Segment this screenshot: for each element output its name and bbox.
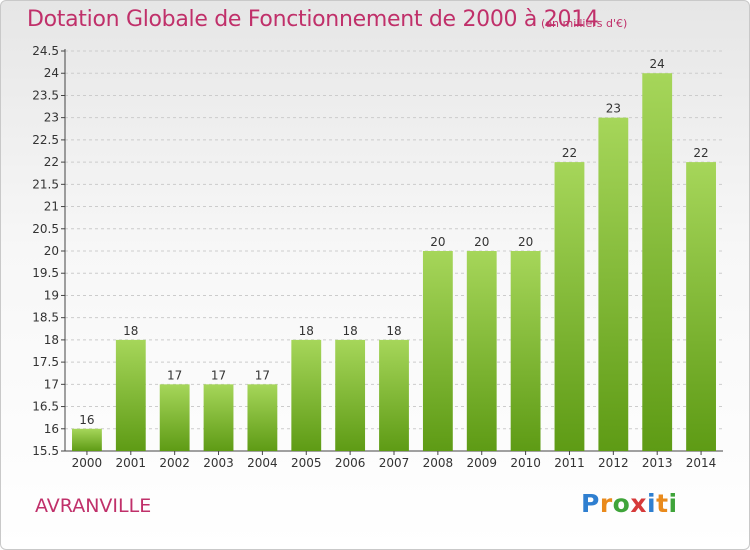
bar (291, 339, 322, 451)
proxiti-logo[interactable]: Proxiti (581, 489, 678, 518)
chart-title: Dotation Globale de Fonctionnement de 20… (27, 7, 599, 32)
y-tick-label: 23.5 (32, 88, 59, 102)
bar-value-label: 20 (430, 235, 445, 249)
logo-letter: i (668, 489, 678, 518)
bar-value-label: 22 (693, 146, 708, 160)
labels: 15.5 16 16.5 17 17.5 18 18.5 19 19.5 20 20.5 21 21.5… (32, 44, 716, 470)
y-tick-label: 17.5 (32, 355, 59, 369)
bar-value-label: 20 (474, 235, 489, 249)
x-tick-label: 2009 (466, 456, 497, 470)
bar (379, 339, 409, 451)
bar-value-label: 17 (255, 368, 270, 382)
y-tick-label: 17 (44, 377, 59, 391)
y-tick-label: 20.5 (32, 222, 59, 236)
y-tick-label: 21 (44, 200, 59, 214)
bar (466, 251, 497, 451)
x-tick-label: 2004 (247, 456, 278, 470)
y-tick-label: 19 (44, 288, 59, 302)
bar (422, 251, 453, 451)
logo-letter: o (612, 489, 631, 518)
y-tick-label: 20 (44, 244, 59, 258)
bar (247, 384, 278, 451)
bar-value-label: 22 (562, 146, 577, 160)
bar-value-label: 18 (299, 324, 314, 338)
bar-value-label: 23 (606, 102, 621, 116)
x-tick-label: 2010 (510, 456, 541, 470)
bar-value-label: 18 (342, 324, 357, 338)
bar (686, 162, 716, 451)
bar (554, 162, 585, 451)
bar (159, 384, 190, 451)
bar (335, 339, 366, 451)
logo-letter: i (647, 489, 657, 518)
bar-value-label: 17 (167, 368, 182, 382)
x-tick-label: 2005 (291, 456, 322, 470)
bar (72, 428, 102, 451)
bar-value-label: 17 (211, 368, 226, 382)
x-tick-label: 2000 (72, 456, 103, 470)
x-tick-label: 2007 (379, 456, 410, 470)
bar (642, 73, 673, 451)
x-tick-label: 2003 (203, 456, 234, 470)
y-tick-label: 16 (44, 422, 59, 436)
x-tick-label: 2006 (335, 456, 366, 470)
bars (72, 73, 716, 452)
y-tick-label: 19.5 (32, 266, 59, 280)
y-tick-label: 24 (44, 66, 59, 80)
bar (598, 117, 629, 452)
logo-letter: x (630, 489, 647, 518)
y-tick-label: 15.5 (32, 444, 59, 458)
y-tick-label: 18 (44, 333, 59, 347)
x-tick-label: 2002 (159, 456, 190, 470)
bar-value-label: 20 (518, 235, 533, 249)
x-tick-label: 2014 (686, 456, 717, 470)
logo-letter: P (581, 489, 600, 518)
y-tick-label: 24.5 (32, 44, 59, 58)
x-tick-label: 2001 (116, 456, 147, 470)
bar (510, 251, 541, 451)
y-tick-label: 22 (44, 155, 59, 169)
y-tick-label: 22.5 (32, 133, 59, 147)
logo-letter: r (599, 489, 613, 518)
y-tick-label: 21.5 (32, 177, 59, 191)
bar-value-label: 16 (79, 413, 94, 427)
bar-value-label: 18 (123, 324, 138, 338)
x-tick-label: 2011 (554, 456, 585, 470)
y-tick-label: 16.5 (32, 400, 59, 414)
y-tick-label: 23 (44, 111, 59, 125)
logo-letter: t (656, 489, 669, 518)
bar-value-label: 18 (386, 324, 401, 338)
y-tick-label: 18.5 (32, 311, 59, 325)
bar-value-label: 24 (650, 57, 665, 71)
x-tick-label: 2012 (598, 456, 629, 470)
commune-name: AVRANVILLE (35, 495, 152, 517)
x-tick-label: 2013 (642, 456, 673, 470)
chart-unit: (en milliers d'€) (541, 17, 628, 30)
bar (203, 384, 234, 451)
x-tick-label: 2008 (423, 456, 454, 470)
bar (115, 339, 146, 451)
